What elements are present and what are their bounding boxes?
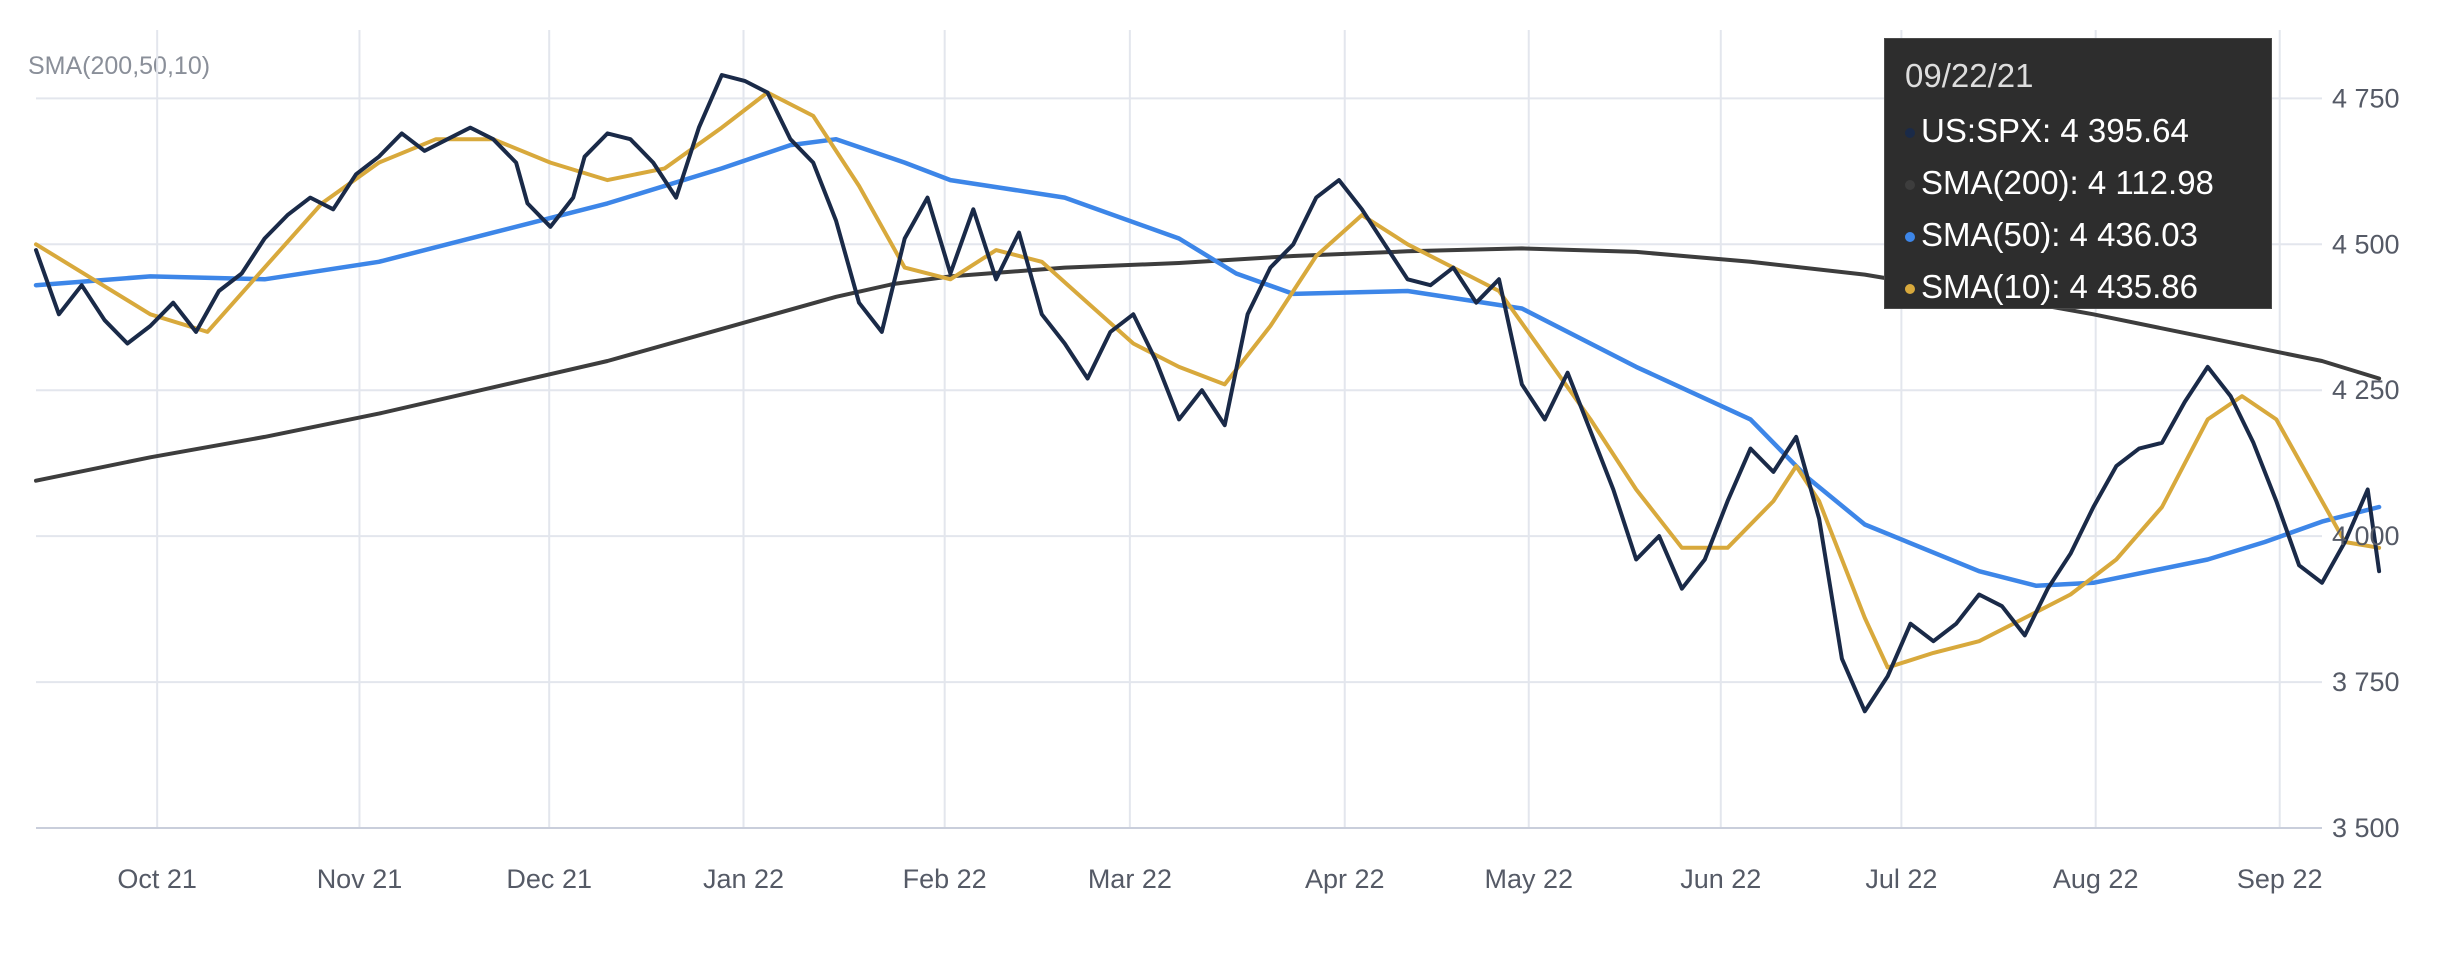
tooltip-row-value: 4 435.86 [2069, 268, 2199, 305]
legend-dot-icon [1905, 180, 1915, 191]
tooltip-row-label: US:SPX: [1921, 112, 2061, 149]
y-tick-label: 4 250 [2332, 375, 2400, 405]
tooltip-row: SMA(10): 4 435.86 [1905, 261, 2251, 313]
legend-dot-icon [1905, 128, 1915, 139]
x-tick-label: Aug 22 [2053, 864, 2139, 894]
tooltip: 09/22/21 US:SPX: 4 395.64 SMA(200): 4 112… [1884, 38, 2272, 309]
x-tick-label: Nov 21 [317, 864, 403, 894]
tooltip-row-label: SMA(200): [1921, 164, 2088, 201]
tooltip-rows: US:SPX: 4 395.64 SMA(200): 4 112.98 SMA(50… [1905, 105, 2251, 313]
x-tick-label: Feb 22 [903, 864, 987, 894]
x-axis: Oct 21 Nov 21 Dec 21 Jan 22 Feb 22 Mar 22 Apr … [117, 864, 2322, 894]
tooltip-row: US:SPX: 4 395.64 [1905, 105, 2251, 157]
tooltip-row-label: SMA(10): [1921, 268, 2070, 305]
x-tick-label: Sep 22 [2237, 864, 2323, 894]
legend-dot-icon [1905, 232, 1915, 243]
y-tick-label: 3 500 [2332, 813, 2400, 843]
x-tick-label: Jun 22 [1680, 864, 1761, 894]
y-tick-label: 4 500 [2332, 229, 2400, 259]
series-line-sma10 [34, 90, 2382, 670]
indicator-label: SMA(200,50,10) [28, 52, 210, 80]
tooltip-date: 09/22/21 [1905, 57, 2034, 94]
y-axis: 3 500 3 750 4 000 4 250 4 500 4 750 [2332, 83, 2400, 843]
tooltip-row: SMA(50): 4 436.03 [1905, 209, 2251, 261]
x-tick-label: Oct 21 [117, 864, 197, 894]
x-tick-label: Dec 21 [506, 864, 592, 894]
tooltip-row: SMA(200): 4 112.98 [1905, 157, 2251, 209]
x-tick-label: Jan 22 [703, 864, 784, 894]
x-tick-label: Mar 22 [1088, 864, 1172, 894]
y-tick-label: 3 750 [2332, 667, 2400, 697]
y-tick-label: 4 000 [2332, 521, 2400, 551]
tooltip-row-value: 4 112.98 [2087, 164, 2214, 201]
series-line-spx [34, 73, 2382, 714]
x-tick-label: May 22 [1484, 864, 1573, 894]
x-tick-label: Apr 22 [1305, 864, 1385, 894]
y-tick-label: 4 750 [2332, 83, 2400, 113]
tooltip-row-value: 4 395.64 [2060, 112, 2189, 149]
tooltip-row-value: 4 436.03 [2069, 216, 2199, 253]
legend-dot-icon [1905, 284, 1915, 295]
x-tick-label: Jul 22 [1865, 864, 1937, 894]
tooltip-row-label: SMA(50): [1921, 216, 2070, 253]
